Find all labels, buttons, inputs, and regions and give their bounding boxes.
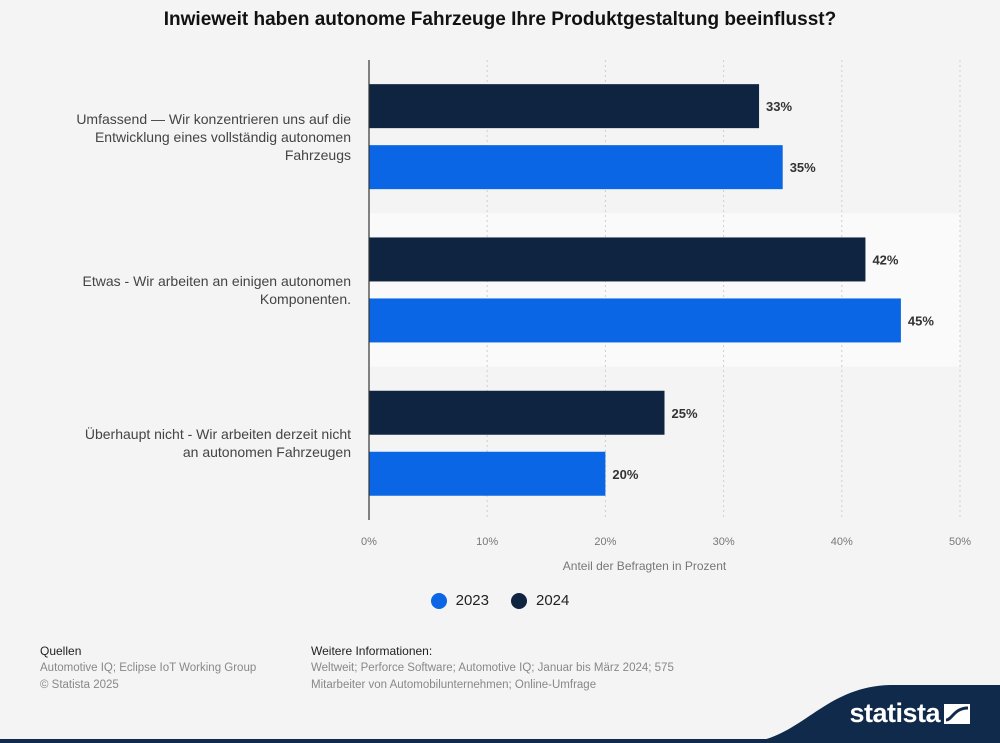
x-axis-title: Anteil der Befragten in Prozent [563,559,727,573]
bar-value-label: 33% [766,99,792,114]
bar-chart: 0% 10% 20% 30% 40% 50% Anteil der Befragten in… [361,60,971,573]
bar-2024 [369,84,760,129]
legend: 2023 2024 [0,592,1000,609]
category-label-line: Etwas - Wir arbeiten an einigen autonome… [82,272,351,289]
legend-label-2023: 2023 [455,592,489,609]
x-tick-label: 10% [476,536,498,548]
category-label: Etwas - Wir arbeiten an einigen autonome… [31,272,351,308]
legend-item-2024[interactable]: 2024 [511,592,569,609]
x-tick-label: 20% [594,536,616,548]
info-line-1: Weltweit; Perforce Software; Automotive … [311,662,674,674]
bar-2024 [369,237,866,282]
legend-marker-2023 [430,592,447,609]
category-label: Umfassend — Wir konzentrieren uns auf di… [31,110,351,164]
category-label-line: Komponenten. [259,290,351,307]
statista-logo[interactable]: statista [740,681,1000,743]
bar-2024 [369,390,665,435]
bar-2023 [369,298,901,343]
bar-value-label: 20% [612,467,638,482]
brand-wave-shape [740,685,1000,743]
bottom-accent-line [0,739,1000,743]
x-tick-label: 40% [831,536,853,548]
category-label-line: Fahrzeugs [284,146,351,163]
chart-title: Inwieweit haben autonome Fahrzeuge Ihre … [163,9,837,30]
legend-item-2023[interactable]: 2023 [430,592,489,609]
brand-name: statista [849,698,940,728]
category-label-line: Überhaupt nicht - Wir arbeiten derzeit n… [84,426,351,443]
bar-value-label: 35% [790,160,816,175]
info-block: Weitere Informationen: Weltweit; Perforc… [311,643,674,694]
info-title: Weitere Informationen: [311,644,433,658]
x-tick-label: 50% [949,536,971,548]
legend-label-2024: 2024 [536,592,570,609]
band-background [369,213,960,367]
sources-line-1: Automotive IQ; Eclipse IoT Working Group [40,662,257,674]
category-label-line: Umfassend — Wir konzentrieren uns auf di… [76,110,351,127]
sources-block: Quellen Automotive IQ; Eclipse IoT Worki… [40,643,256,694]
category-label: Überhaupt nicht - Wir arbeiten derzeit n… [31,425,351,461]
info-line-2: Mitarbeiter von Automobilunternehmen; On… [311,679,597,691]
bar-value-label: 42% [872,252,898,267]
sources-line-2: © Statista 2025 [40,679,119,691]
bar-value-label: 45% [908,313,934,328]
legend-marker-2024 [511,592,527,609]
x-tick-label: 0% [361,536,377,548]
category-label-line: an autonomen Fahrzeugen [182,444,351,461]
sources-title: Quellen [40,644,82,658]
bar-value-label: 25% [672,406,698,421]
statista-logo-icon [944,704,970,724]
category-label-line: Entwicklung eines vollständig autonomen [94,128,351,145]
x-tick-label: 30% [713,536,735,548]
bar-2023 [369,145,783,190]
bar-2023 [369,451,606,496]
